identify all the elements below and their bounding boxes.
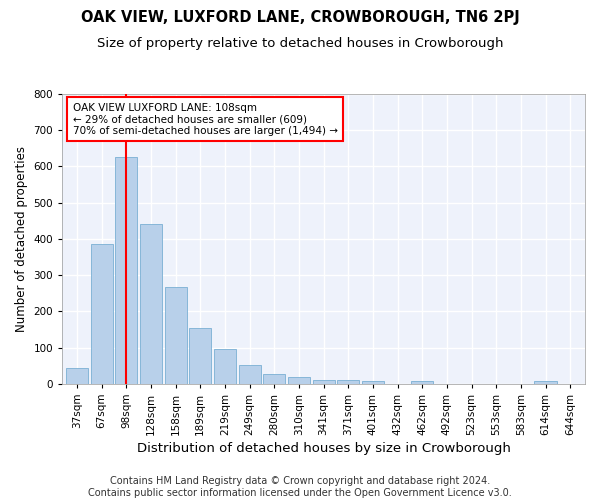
Text: Contains HM Land Registry data © Crown copyright and database right 2024.
Contai: Contains HM Land Registry data © Crown c… [88, 476, 512, 498]
Bar [288, 378, 310, 384]
Bar [91, 244, 113, 384]
Bar [337, 380, 359, 384]
X-axis label: Distribution of detached houses by size in Crowborough: Distribution of detached houses by size … [137, 442, 511, 455]
Bar [263, 374, 286, 384]
Bar [66, 368, 88, 384]
Bar [164, 287, 187, 384]
Bar [214, 350, 236, 384]
Text: OAK VIEW, LUXFORD LANE, CROWBOROUGH, TN6 2PJ: OAK VIEW, LUXFORD LANE, CROWBOROUGH, TN6… [80, 10, 520, 25]
Bar [313, 380, 335, 384]
Bar [140, 224, 162, 384]
Text: OAK VIEW LUXFORD LANE: 108sqm
← 29% of detached houses are smaller (609)
70% of : OAK VIEW LUXFORD LANE: 108sqm ← 29% of d… [73, 102, 338, 136]
Bar [411, 381, 433, 384]
Bar [189, 328, 211, 384]
Bar [239, 365, 261, 384]
Y-axis label: Number of detached properties: Number of detached properties [15, 146, 28, 332]
Bar [115, 158, 137, 384]
Bar [535, 381, 557, 384]
Bar [362, 381, 384, 384]
Text: Size of property relative to detached houses in Crowborough: Size of property relative to detached ho… [97, 38, 503, 51]
